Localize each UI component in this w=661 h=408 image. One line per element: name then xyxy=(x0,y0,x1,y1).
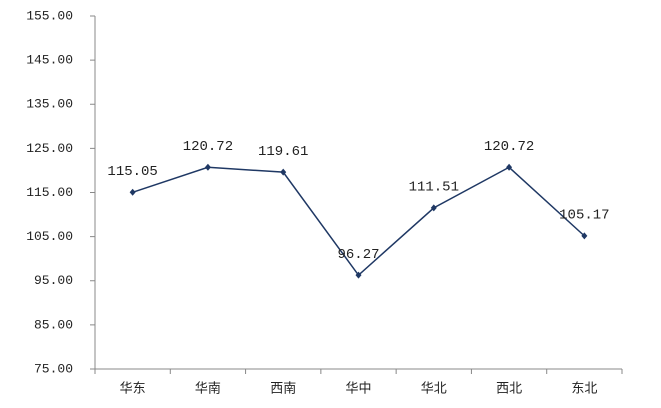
y-tick-label: 75.00 xyxy=(34,361,73,376)
y-tick-label: 105.00 xyxy=(26,229,73,244)
x-tick-label: 华中 xyxy=(345,382,371,397)
x-tick-label: 华南 xyxy=(195,381,221,397)
y-tick-label: 145.00 xyxy=(26,53,73,68)
data-label: 120.72 xyxy=(183,139,233,155)
data-label: 96.27 xyxy=(337,247,379,263)
y-tick-label: 85.00 xyxy=(34,317,73,332)
data-point xyxy=(204,163,211,171)
data-label: 120.72 xyxy=(484,139,534,155)
data-label: 105.17 xyxy=(559,208,609,224)
x-tick-label: 东北 xyxy=(571,382,597,397)
data-point xyxy=(355,271,362,279)
data-point xyxy=(430,204,437,212)
x-tick-label: 西北 xyxy=(496,382,522,397)
y-tick-label: 125.00 xyxy=(26,141,73,156)
y-tick-label: 155.00 xyxy=(26,8,73,23)
data-label: 119.61 xyxy=(258,144,308,160)
y-tick-label: 115.00 xyxy=(26,185,73,200)
x-tick-label: 华东 xyxy=(120,382,146,397)
data-point xyxy=(581,232,588,240)
data-point xyxy=(129,188,136,196)
data-label: 115.05 xyxy=(107,164,157,180)
data-point xyxy=(280,168,287,176)
data-point xyxy=(506,163,513,171)
x-tick-label: 华北 xyxy=(421,382,447,397)
x-tick-label: 西南 xyxy=(270,381,296,397)
y-tick-label: 95.00 xyxy=(34,273,73,288)
data-label: 111.51 xyxy=(409,180,459,196)
y-tick-label: 135.00 xyxy=(26,97,73,112)
